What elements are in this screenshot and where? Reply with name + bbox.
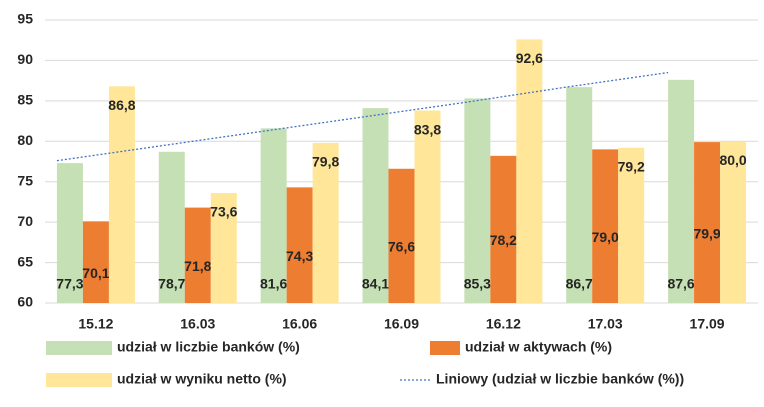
bar bbox=[720, 141, 747, 303]
bar bbox=[362, 108, 389, 304]
data-label: 79,0 bbox=[592, 229, 619, 245]
data-label: 86,8 bbox=[108, 97, 135, 113]
x-tick-label: 16.03 bbox=[180, 316, 215, 332]
bar bbox=[286, 187, 313, 303]
y-tick-label: 75 bbox=[17, 172, 33, 188]
legend-label: udział w aktywach (%) bbox=[465, 339, 612, 355]
y-tick-label: 70 bbox=[17, 213, 33, 229]
trendline bbox=[56, 71, 669, 162]
x-tick-label: 16.12 bbox=[486, 316, 521, 332]
data-label: 79,9 bbox=[693, 225, 720, 241]
y-tick-label: 90 bbox=[17, 51, 33, 67]
data-label: 71,8 bbox=[184, 258, 211, 274]
bar bbox=[516, 39, 543, 304]
bar bbox=[694, 142, 721, 303]
data-label: 79,2 bbox=[618, 158, 645, 174]
legend-label: udział w liczbie banków (%) bbox=[117, 339, 300, 355]
data-label: 85,3 bbox=[464, 276, 491, 292]
data-label: 76,6 bbox=[388, 239, 415, 255]
x-tick-label: 17.09 bbox=[690, 316, 725, 332]
bar bbox=[592, 149, 619, 303]
bar bbox=[566, 87, 593, 304]
legend-swatch bbox=[430, 341, 460, 355]
y-tick-label: 80 bbox=[17, 132, 33, 148]
data-label: 86,7 bbox=[566, 276, 593, 292]
legend-label: udział w wyniku netto (%) bbox=[117, 371, 287, 387]
data-label: 80,0 bbox=[719, 152, 746, 168]
data-label: 92,6 bbox=[516, 50, 543, 66]
y-tick-label: 95 bbox=[17, 11, 33, 27]
data-label: 84,1 bbox=[362, 276, 389, 292]
x-tick-label: 15.12 bbox=[78, 316, 113, 332]
x-tick-label: 16.06 bbox=[282, 316, 317, 332]
data-label: 87,6 bbox=[667, 276, 694, 292]
legend-label: Liniowy (udział w liczbie banków (%)) bbox=[436, 371, 684, 387]
bar bbox=[490, 155, 517, 303]
data-label: 77,3 bbox=[56, 276, 83, 292]
legend-swatch bbox=[46, 341, 112, 355]
y-tick-label: 85 bbox=[17, 92, 33, 108]
bar bbox=[184, 207, 211, 303]
data-label: 78,7 bbox=[158, 276, 185, 292]
bar bbox=[158, 151, 185, 303]
y-tick-label: 60 bbox=[17, 294, 33, 310]
data-label: 78,2 bbox=[490, 232, 517, 248]
data-label: 74,3 bbox=[286, 248, 313, 264]
legend-swatch bbox=[46, 373, 112, 387]
x-tick-label: 16.09 bbox=[384, 316, 419, 332]
bar bbox=[312, 142, 339, 303]
bar bbox=[210, 193, 237, 303]
x-tick-label: 17.03 bbox=[588, 316, 623, 332]
bar bbox=[56, 163, 83, 303]
y-tick-label: 65 bbox=[17, 253, 33, 269]
bar bbox=[108, 86, 135, 303]
data-label: 81,6 bbox=[260, 276, 287, 292]
bar bbox=[668, 79, 695, 303]
bar bbox=[388, 168, 415, 303]
data-label: 70,1 bbox=[82, 265, 109, 281]
data-label: 83,8 bbox=[414, 121, 441, 137]
bar bbox=[618, 147, 645, 303]
data-label: 73,6 bbox=[210, 204, 237, 220]
bar bbox=[414, 110, 441, 303]
data-label: 79,8 bbox=[312, 154, 339, 170]
bar bbox=[82, 221, 109, 303]
bar bbox=[260, 128, 287, 303]
bar bbox=[464, 98, 491, 303]
